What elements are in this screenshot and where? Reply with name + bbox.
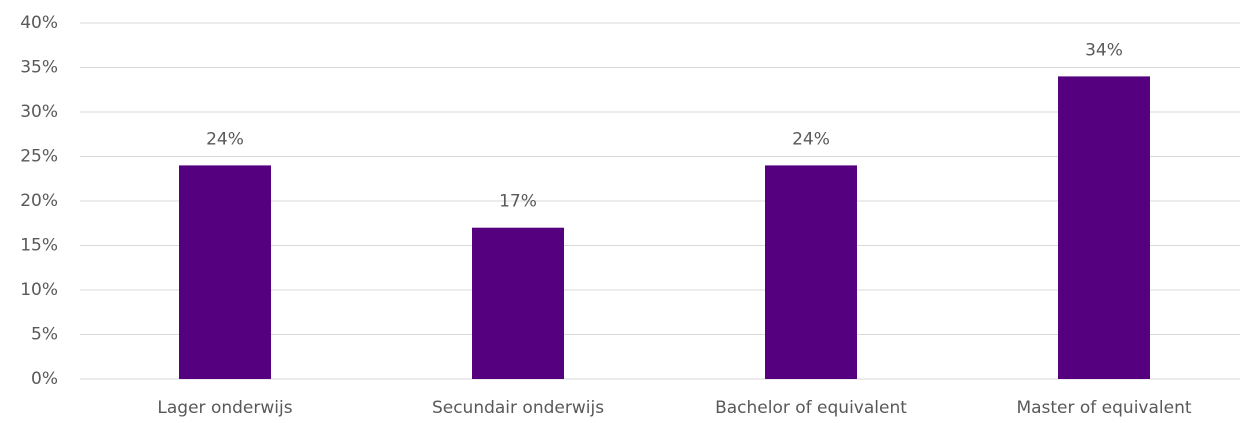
data-label: 24% [792,129,830,149]
bar [1058,76,1150,380]
y-tick-label: 15% [20,236,58,256]
data-label: 17% [499,192,537,212]
x-tick-label: Lager onderwijs [157,398,292,418]
bar [765,165,857,379]
bar [179,165,271,379]
y-tick-label: 10% [20,280,58,300]
data-label: 24% [206,129,244,149]
y-tick-label: 40% [20,13,58,33]
bar [472,227,564,379]
y-tick-label: 20% [20,191,58,211]
y-tick-label: 25% [20,147,58,167]
y-tick-label: 0% [31,369,58,389]
y-tick-label: 35% [20,58,58,78]
y-tick-label: 30% [20,102,58,122]
x-tick-label: Secundair onderwijs [432,398,604,418]
y-tick-label: 5% [31,325,58,345]
x-tick-label: Master of equivalent [1016,398,1191,418]
data-label: 34% [1085,40,1123,60]
x-tick-label: Bachelor of equivalent [715,398,907,418]
